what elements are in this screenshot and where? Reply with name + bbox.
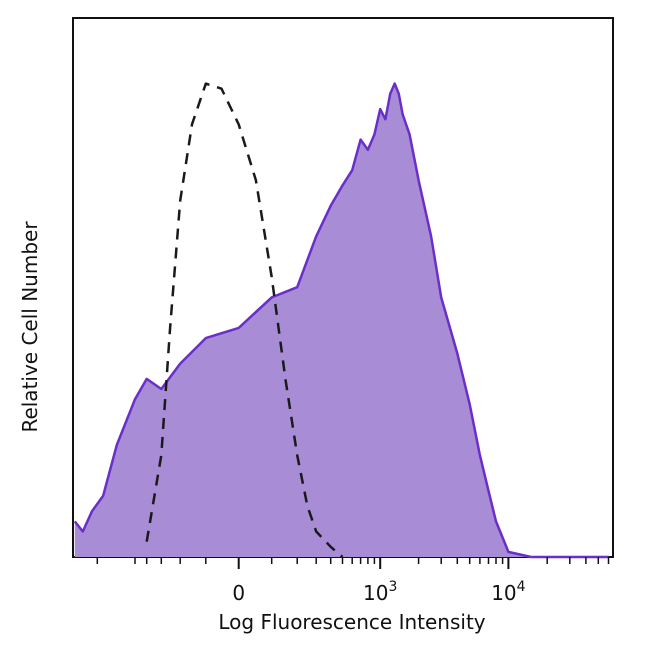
control-histogram-dashed-line (145, 82, 344, 558)
stained-histogram-line (73, 82, 609, 559)
x-axis-tick-labels: 0 103 104 (232, 579, 525, 605)
series-layer (73, 82, 609, 559)
x-tick-label: 0 (232, 581, 245, 605)
x-tick-label: 104 (491, 579, 525, 605)
x-axis-ticks (96, 557, 610, 569)
x-axis-title: Log Fluorescence Intensity (218, 610, 485, 634)
y-axis-title: Relative Cell Number (18, 221, 42, 433)
x-tick-label: 103 (363, 579, 397, 605)
stained-histogram-fill (74, 83, 609, 557)
